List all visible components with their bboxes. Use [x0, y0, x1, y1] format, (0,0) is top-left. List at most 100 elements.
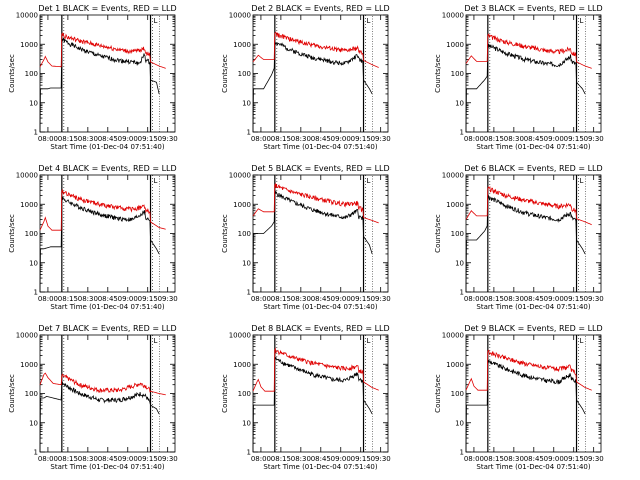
- x-tick-label: 08:45: [524, 135, 544, 143]
- x-tick-label: 08:00: [38, 135, 58, 143]
- title-prefix: Det: [38, 324, 55, 333]
- series-line-red: [39, 32, 166, 69]
- x-tick-label: 08:30: [504, 295, 524, 303]
- x-tick-label: 09:00: [331, 135, 351, 143]
- y-axis-label: Counts/sec: [8, 374, 16, 413]
- y-tick-label: 10000: [16, 172, 38, 180]
- x-tick-label: 09:30: [371, 295, 391, 303]
- x-tick-label: 08:45: [311, 295, 331, 303]
- y-tick-label: 1: [247, 289, 251, 297]
- title-detector: 7: [55, 324, 60, 333]
- series-line-red: [252, 347, 379, 392]
- saa-marker-glyph: L: [580, 177, 584, 185]
- title-prefix: Det: [251, 164, 268, 173]
- y-tick-label: 1000: [446, 41, 464, 49]
- y-tick-label: 10: [242, 99, 251, 107]
- y-tick-label: 10: [29, 99, 38, 107]
- x-tick-label: 09:30: [584, 295, 604, 303]
- x-tick-label: 09:00: [544, 135, 564, 143]
- y-axis-label: Counts/sec: [434, 374, 442, 413]
- axes-frame: [465, 14, 602, 133]
- axes-frame: [252, 14, 389, 133]
- title-prefix: Det: [251, 324, 268, 333]
- x-tick-label: 08:30: [78, 295, 98, 303]
- x-tick-label: 09:30: [158, 455, 178, 463]
- y-tick-label: 100: [238, 390, 251, 398]
- y-tick-label: 1000: [20, 41, 38, 49]
- x-tick-label: 08:15: [484, 135, 504, 143]
- title-suffix: BLACK = Events, RED = LLD: [273, 4, 389, 13]
- chart-panel-det-9: Det 9 BLACK = Events, RED = LLD 1 10 100 100…: [434, 324, 604, 471]
- y-axis-label: Counts/sec: [8, 214, 16, 253]
- x-tick-label: 09:00: [544, 295, 564, 303]
- title-suffix: BLACK = Events, RED = LLD: [273, 324, 389, 333]
- x-tick-label: 09:15: [138, 135, 158, 143]
- x-tick-label: 08:00: [38, 295, 58, 303]
- chart-title: Det 5 BLACK = Events, RED = LLD: [251, 164, 389, 173]
- x-tick-label: 09:15: [351, 135, 371, 143]
- x-tick-label: 08:45: [311, 455, 331, 463]
- chart-panel-det-7: Det 7 BLACK = Events, RED = LLD 1 10 100 100…: [8, 324, 178, 471]
- y-axis-label: Counts/sec: [434, 214, 442, 253]
- y-tick-label: 100: [25, 70, 38, 78]
- x-tick-label: 08:15: [484, 455, 504, 463]
- axes-frame: [39, 174, 176, 293]
- y-tick-label: 100: [25, 390, 38, 398]
- y-tick-label: 1000: [233, 361, 251, 369]
- y-tick-label: 1000: [233, 201, 251, 209]
- x-tick-label: 09:00: [331, 295, 351, 303]
- chart-title: Det 6 BLACK = Events, RED = LLD: [464, 164, 602, 173]
- saa-marker-glyph: L: [367, 177, 371, 185]
- saa-marker-glyph: L: [367, 337, 371, 345]
- axes-frame: [465, 174, 602, 293]
- x-tick-label: 08:45: [98, 295, 118, 303]
- x-tick-label: 08:00: [251, 135, 271, 143]
- x-tick-label: 09:00: [331, 455, 351, 463]
- x-tick-label: 09:15: [564, 135, 584, 143]
- y-tick-label: 1: [34, 449, 38, 457]
- y-axis-label: Counts/sec: [221, 374, 229, 413]
- x-tick-label: 08:30: [78, 135, 98, 143]
- x-tick-label: 08:30: [291, 135, 311, 143]
- chart-panel-det-3: Det 3 BLACK = Events, RED = LLD 1 10 100 100…: [434, 4, 604, 151]
- x-axis-label: Start Time (01-Dec-04 07:51:40): [50, 303, 164, 311]
- x-axis-label: Start Time (01-Dec-04 07:51:40): [263, 143, 377, 151]
- y-tick-label: 100: [238, 230, 251, 238]
- x-tick-label: 09:15: [138, 455, 158, 463]
- y-tick-label: 1000: [233, 41, 251, 49]
- x-tick-label: 08:15: [58, 455, 78, 463]
- x-tick-label: 09:00: [544, 455, 564, 463]
- series-line-red: [465, 185, 592, 226]
- title-detector: 8: [268, 324, 273, 333]
- x-tick-label: 08:00: [251, 455, 271, 463]
- series-line-black: [465, 194, 586, 293]
- x-axis-label: Start Time (01-Dec-04 07:51:40): [50, 463, 164, 471]
- y-tick-label: 1: [247, 449, 251, 457]
- y-axis-label: Counts/sec: [8, 54, 16, 93]
- chart-panel-det-2: Det 2 BLACK = Events, RED = LLD 1 10 100 100…: [221, 4, 391, 151]
- series-line-black: [39, 37, 160, 133]
- y-tick-label: 10000: [229, 172, 251, 180]
- x-tick-label: 08:45: [524, 295, 544, 303]
- x-tick-label: 08:45: [98, 455, 118, 463]
- title-suffix: BLACK = Events, RED = LLD: [486, 324, 602, 333]
- y-tick-label: 1: [460, 449, 464, 457]
- title-suffix: BLACK = Events, RED = LLD: [486, 164, 602, 173]
- chart-panel-det-1: Det 1 BLACK = Events, RED = LLD110100100…: [8, 4, 178, 151]
- y-tick-label: 10: [242, 259, 251, 267]
- series-line-black: [39, 381, 160, 453]
- y-tick-label: 1: [460, 289, 464, 297]
- series-line-red: [465, 33, 592, 69]
- x-tick-label: 08:45: [524, 455, 544, 463]
- chart-title: Det 4 BLACK = Events, RED = LLD: [38, 164, 176, 173]
- title-suffix: BLACK = Events, RED = LLD: [486, 4, 602, 13]
- x-axis-label: Start Time (01-Dec-04 07:51:40): [476, 143, 590, 151]
- chart-panel-det-5: Det 5 BLACK = Events, RED = LLD 1 10 100 100…: [221, 164, 391, 311]
- saa-marker-glyph: L: [154, 337, 158, 345]
- title-detector: 4: [55, 164, 60, 173]
- title-prefix: Det: [464, 164, 481, 173]
- y-tick-label: 100: [238, 70, 251, 78]
- y-tick-label: 1000: [446, 361, 464, 369]
- chart-title: Det 7 BLACK = Events, RED = LLD: [38, 324, 176, 333]
- x-tick-label: 09:15: [351, 455, 371, 463]
